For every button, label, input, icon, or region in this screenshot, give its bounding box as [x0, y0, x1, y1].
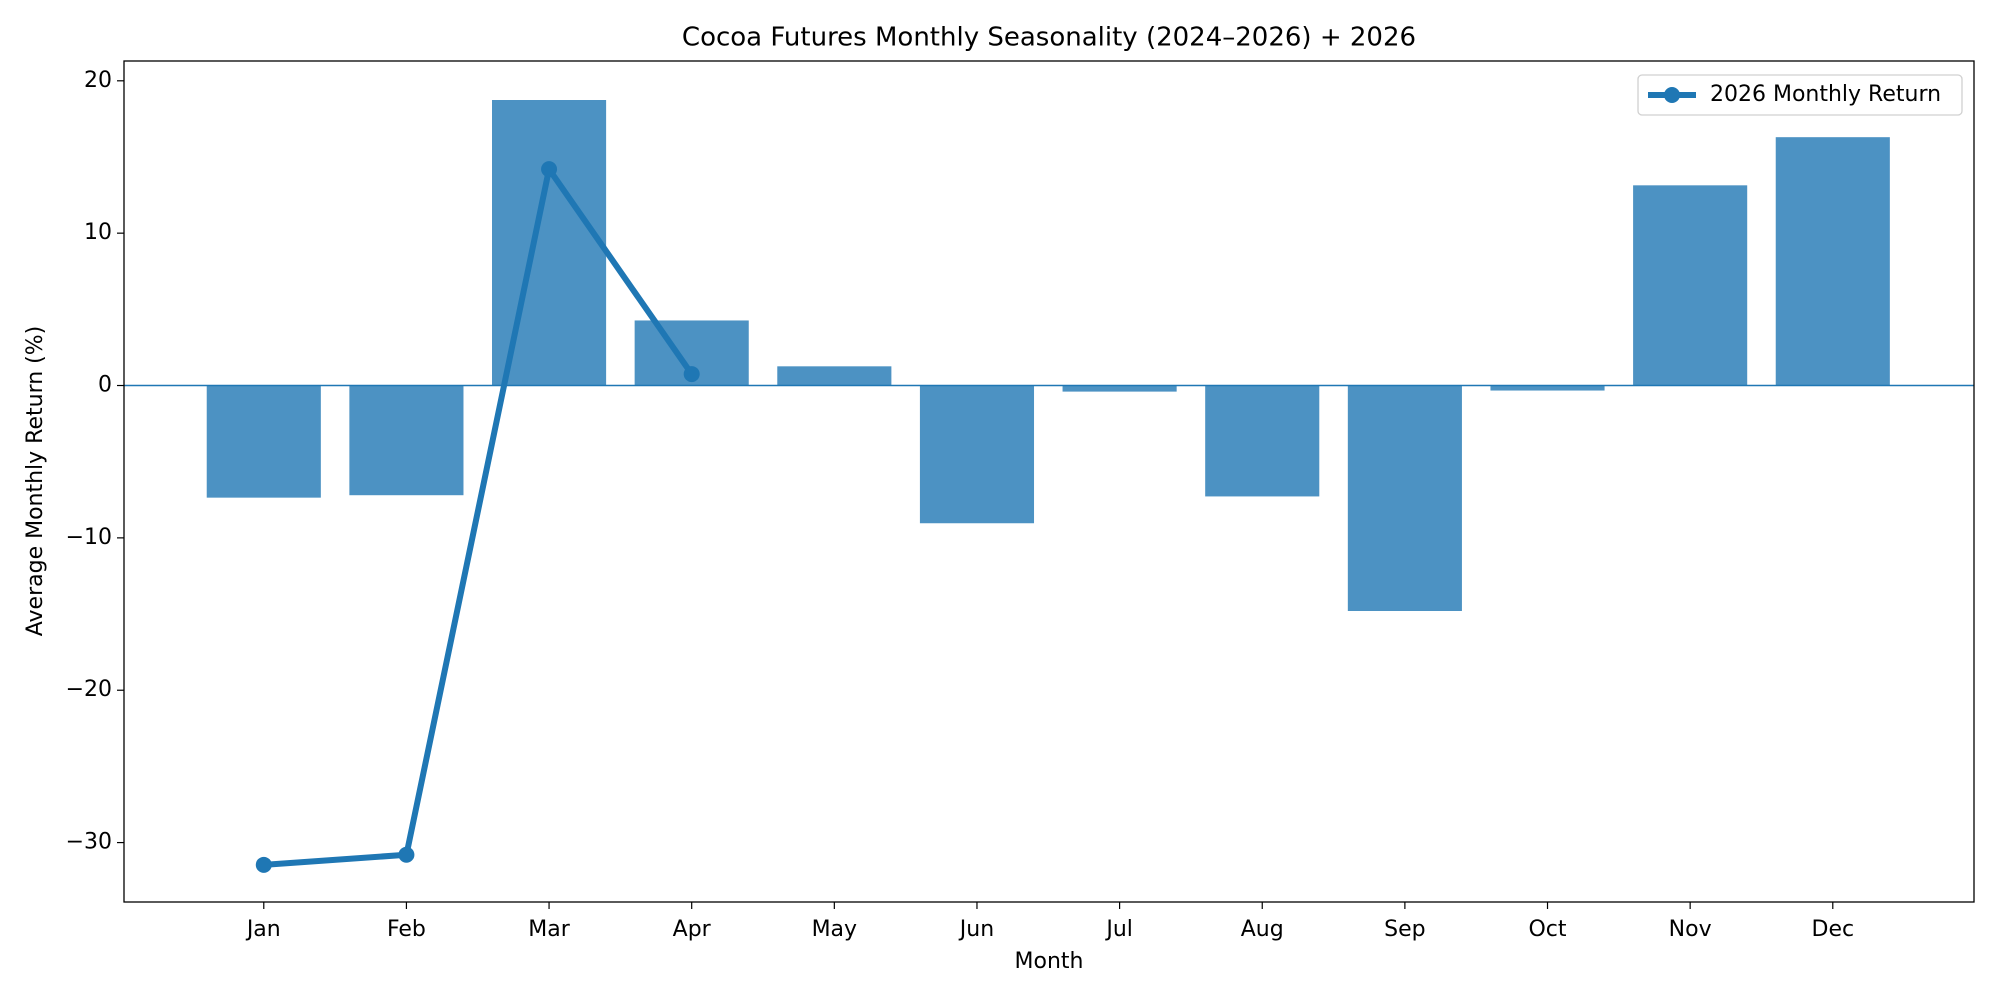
- bar: [1490, 385, 1605, 391]
- legend-box: [1637, 74, 1963, 116]
- x-tick-label: Oct: [1528, 917, 1566, 942]
- bar: [1347, 385, 1462, 612]
- x-tick-label: Mar: [528, 917, 570, 942]
- bar: [1633, 185, 1748, 386]
- x-tick-label: May: [812, 917, 857, 942]
- bar: [349, 385, 464, 496]
- bar: [1062, 385, 1177, 392]
- line-marker: [541, 161, 558, 178]
- x-tick-label: Feb: [387, 917, 426, 942]
- legend-label: 2026 Monthly Return: [1710, 82, 1941, 107]
- x-tick-label: Aug: [1241, 917, 1284, 942]
- bar: [206, 385, 321, 498]
- legend-marker: [1664, 87, 1680, 103]
- bar: [919, 385, 1035, 524]
- y-tick-label: −10: [66, 525, 112, 550]
- line-series: [263, 166, 695, 868]
- x-tick-label: Dec: [1812, 917, 1855, 942]
- y-tick-label: 10: [84, 220, 112, 245]
- line-marker: [398, 846, 415, 863]
- bar: [777, 366, 892, 386]
- line-marker: [255, 856, 272, 873]
- chart-title: Cocoa Futures Monthly Seasonality (2024–…: [682, 23, 1416, 53]
- x-tick-label: Jul: [1104, 917, 1133, 942]
- bar: [1775, 137, 1890, 386]
- y-tick-label: −20: [66, 677, 112, 702]
- plot-frame: [123, 60, 1975, 903]
- x-tick-label: Nov: [1669, 917, 1712, 942]
- line-marker: [683, 366, 700, 383]
- x-axis-label: Month: [1015, 949, 1084, 974]
- x-tick-label: Apr: [673, 917, 712, 942]
- y-tick-label: 0: [98, 373, 112, 398]
- x-tick-label: Sep: [1384, 917, 1425, 942]
- x-tick-label: Jun: [958, 917, 994, 942]
- y-axis-label: Average Monthly Return (%): [23, 326, 48, 636]
- y-tick-label: −30: [66, 830, 112, 855]
- y-tick-label: 20: [84, 68, 112, 93]
- bar: [492, 100, 607, 386]
- x-tick-label: Jan: [245, 917, 281, 942]
- bar: [1205, 385, 1320, 497]
